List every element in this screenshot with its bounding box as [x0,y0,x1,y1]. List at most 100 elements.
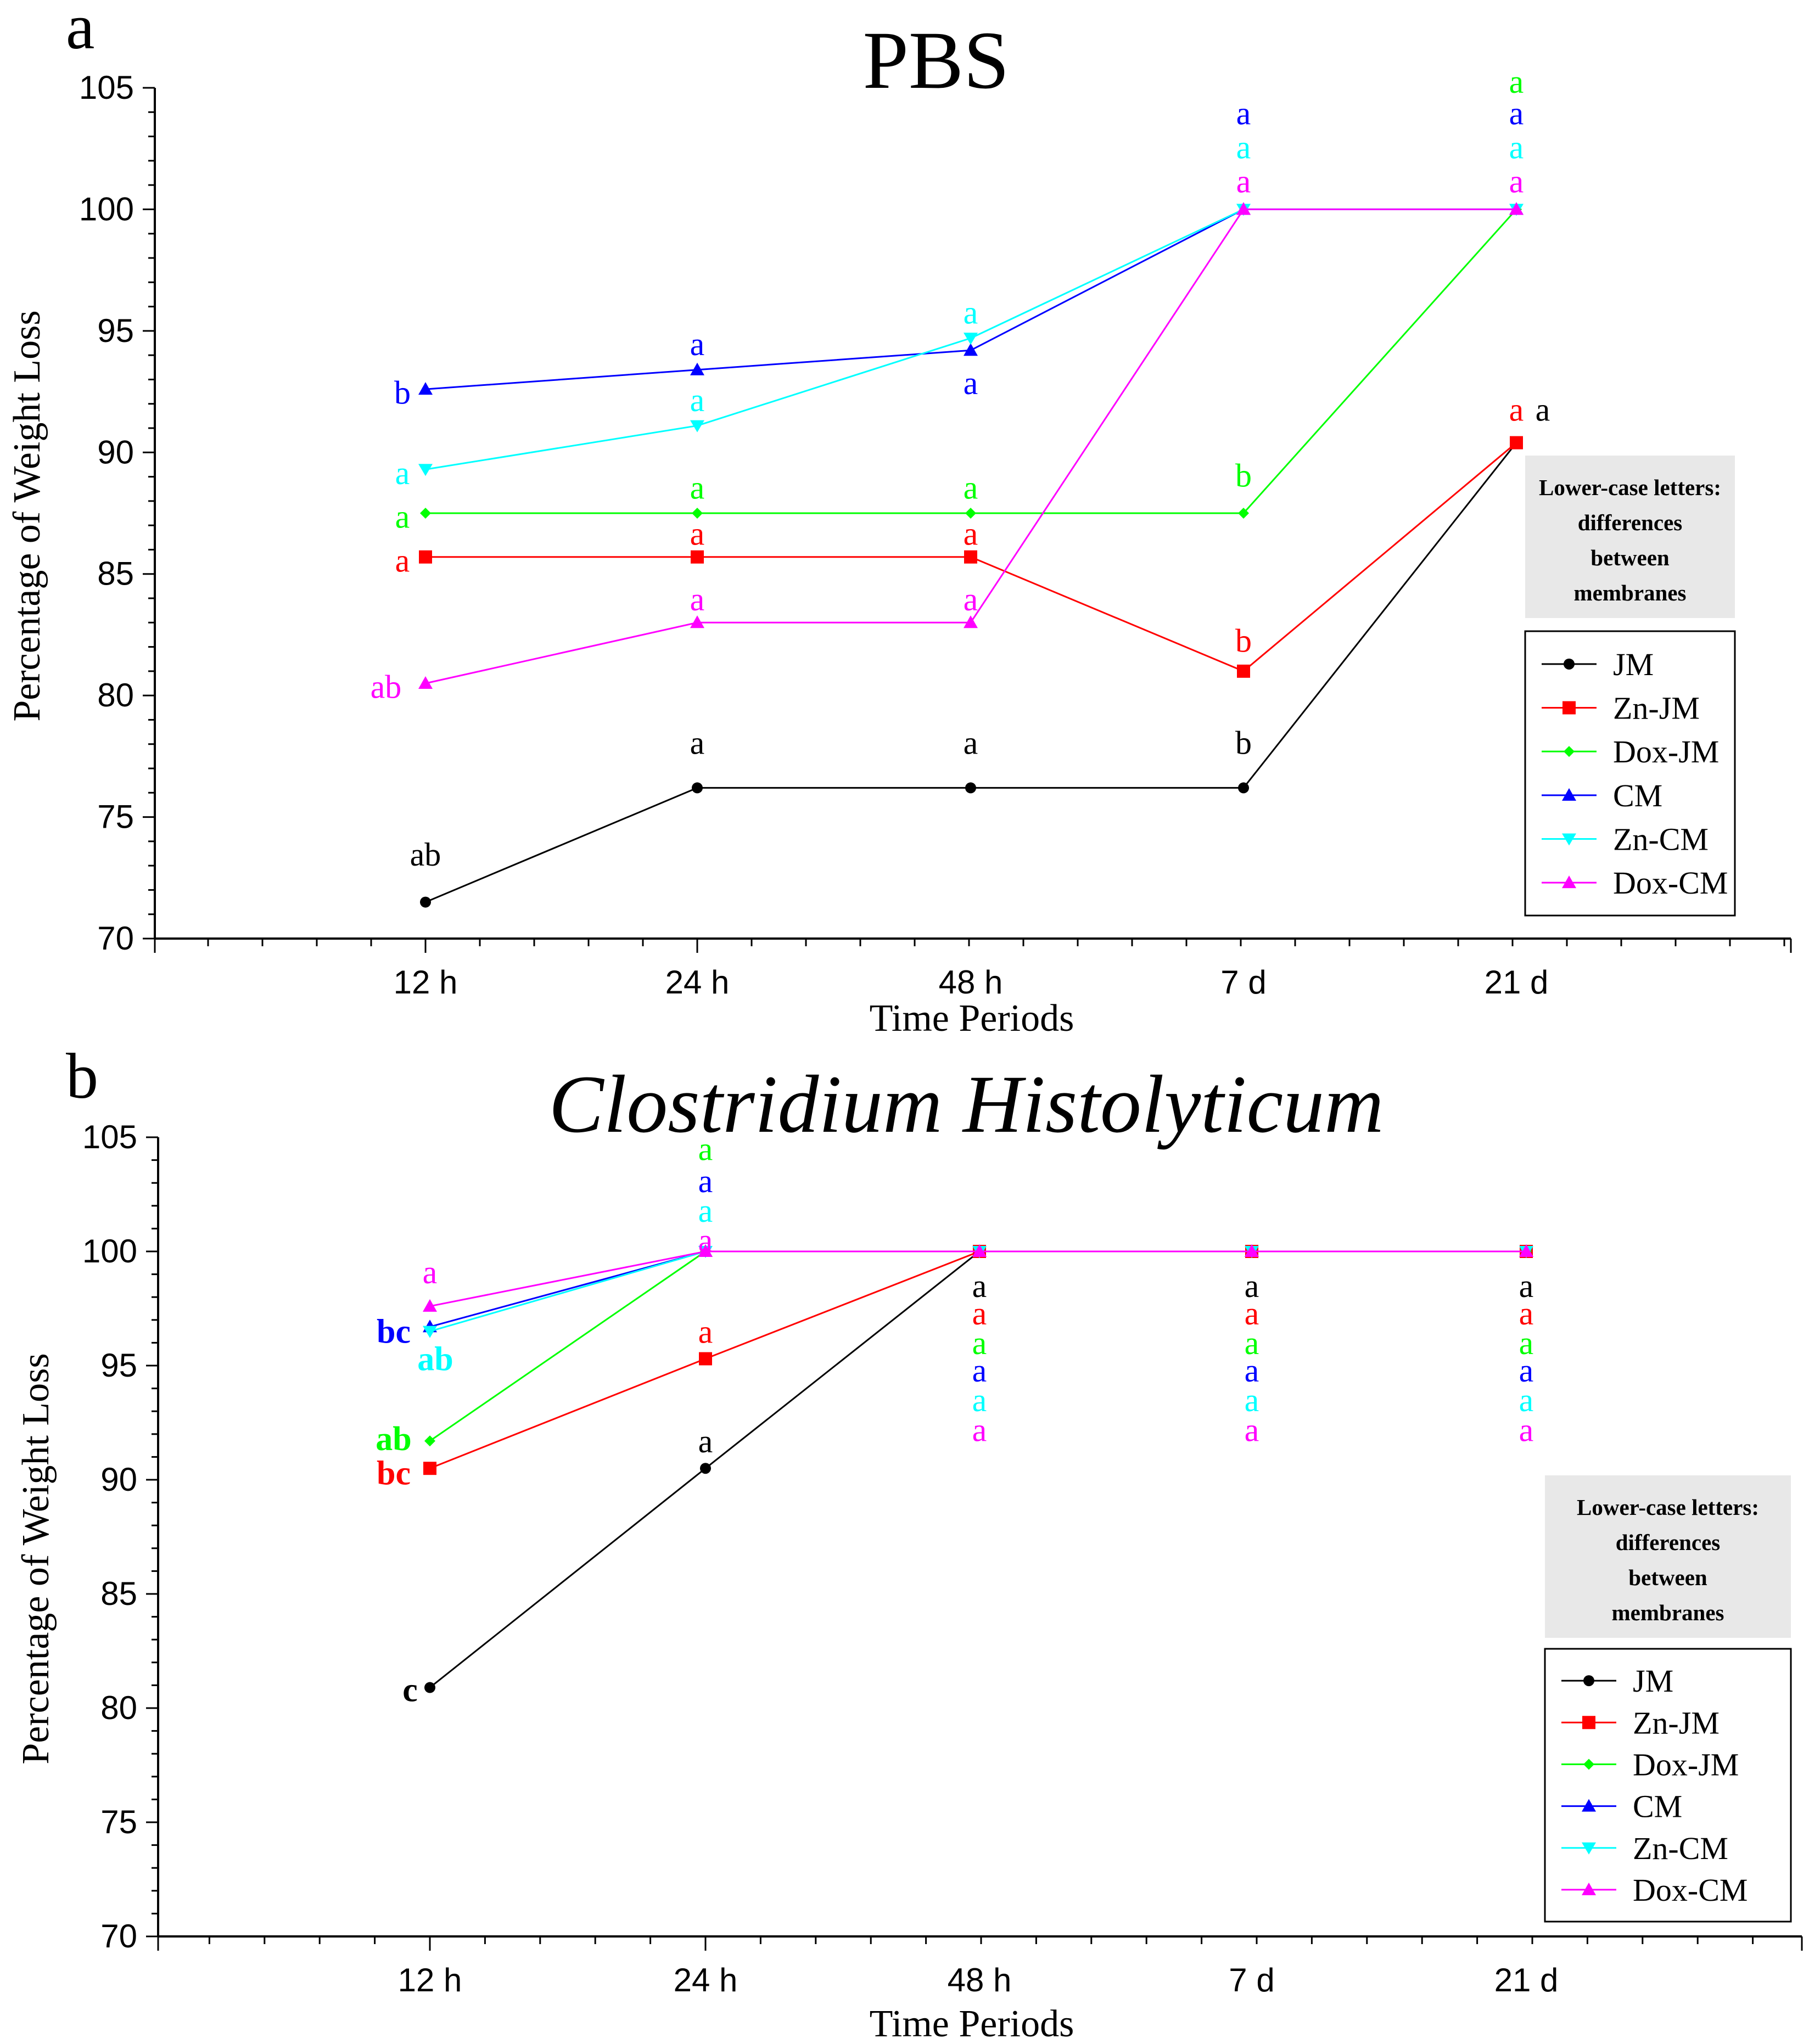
significance-letter: a [1236,95,1251,131]
y-tick-label: 70 [100,1918,137,1955]
y-tick-label: 100 [82,1233,137,1270]
panel-label: b [66,1040,98,1112]
significance-letter: a [1245,1382,1259,1418]
significance-letter: a [964,725,978,761]
data-point [418,676,433,689]
data-point [1562,833,1576,846]
significance-letter: a [1509,392,1524,428]
data-point [1583,1675,1594,1687]
x-tick-label: 24 h [674,1962,738,1998]
significance-letter: a [972,1325,987,1361]
significance-letter: a [690,581,705,617]
significance-letter: b [1235,725,1252,761]
data-point [692,508,703,519]
data-point [690,420,704,433]
significance-letter: a [423,1254,438,1290]
data-point [424,1435,435,1447]
significance-letter: a [698,1313,713,1350]
significance-letter: a [395,542,410,579]
data-point [972,1244,987,1257]
significance-letter: a [698,1222,713,1259]
significance-letter: a [964,469,978,506]
legend-label: Dox-CM [1613,865,1728,901]
data-point [691,550,704,564]
significance-letter: a [972,1412,987,1448]
data-point [423,1299,437,1312]
series-lines [418,202,1524,908]
significance-letter: a [964,516,978,552]
data-point [424,1682,435,1693]
y-axis-title: Percentage of Weight Loss [15,1353,57,1764]
significance-letter: c [402,1672,418,1709]
significance-letter: a [698,1423,713,1459]
legend-label: JM [1633,1663,1673,1699]
series-line-dox-jm [425,209,1517,514]
significance-letter: a [1519,1412,1534,1448]
significance-letter: a [1245,1352,1259,1389]
significance-letter: a [690,516,705,552]
significance-letter: ab [376,1420,411,1458]
significance-letter: a [698,1193,713,1229]
significance-letter: a [690,469,705,506]
significance-letter: a [1509,64,1524,100]
significance-letter: a [1519,1295,1534,1332]
significance-letter: a [1509,163,1524,199]
data-point [1509,202,1524,215]
note-background [1545,1475,1791,1638]
significance-letter: b [394,375,411,411]
note-line: differences [1578,510,1683,535]
data-point [1238,782,1249,794]
data-point [1519,1244,1533,1257]
x-axis-title: Time Periods [870,997,1074,1040]
significance-letter: b [1235,457,1252,493]
significance-letter: ab [371,669,402,705]
chart-title: PBS [863,15,1010,106]
significance-letter: a [964,581,978,617]
y-axis-title: Percentage of Weight Loss [6,310,48,721]
y-tick-label: 70 [97,920,134,957]
data-point [423,1326,437,1338]
x-tick-label: 21 d [1485,964,1549,1001]
significance-letter: a [690,382,705,418]
y-tick-label: 100 [79,190,134,227]
x-axis-title: Time Periods [870,2003,1074,2044]
data-point [420,508,431,519]
data-point [423,1462,436,1475]
significance-letter: a [690,326,705,362]
significance-letter: b [1235,622,1252,659]
legend-label: CM [1633,1789,1682,1824]
data-point [965,782,976,794]
data-point [964,333,978,345]
data-point [1583,1759,1594,1770]
data-point [418,464,433,476]
data-point [690,615,704,628]
x-tick-label: 12 h [394,964,458,1001]
y-tick-label: 85 [100,1575,137,1612]
y-tick-label: 105 [82,1119,137,1155]
data-point [1510,436,1523,450]
significance-letter: a [972,1382,987,1418]
x-tick-label: 48 h [939,964,1003,1001]
data-point [690,362,704,375]
significance-letter: a [1519,1352,1534,1389]
data-point [420,896,431,908]
x-tick-label: 12 h [398,1962,462,1998]
data-point [1245,1244,1259,1257]
data-point [1562,701,1576,715]
significance-letter: a [690,725,705,761]
legend-label: Dox-JM [1633,1747,1739,1782]
data-point [1238,508,1249,519]
note-line: Lower-case letters: [1539,475,1721,500]
note-line: Lower-case letters: [1577,1495,1759,1520]
data-point [699,1352,712,1366]
x-tick-label: 24 h [665,964,730,1001]
significance-letter: ab [410,836,441,873]
note-box: Lower-case letters: differences between … [1525,456,1735,618]
significance-letter: a [972,1352,987,1389]
significance-letter: a [1236,163,1251,199]
significance-letter: a [395,499,410,535]
y-tick-label: 75 [100,1804,137,1840]
y-tick-label: 80 [97,677,134,714]
significance-letter: bc [377,1313,411,1350]
